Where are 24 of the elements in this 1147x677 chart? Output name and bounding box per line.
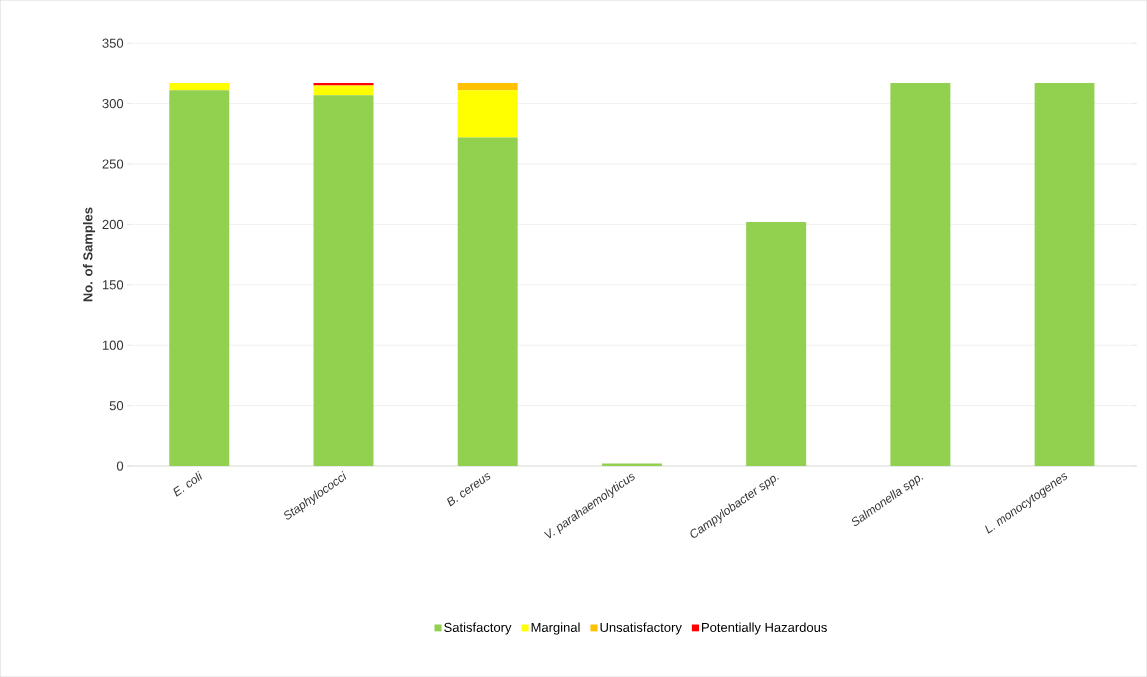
y-tick-label: 350 (102, 38, 124, 48)
y-axis-title: No. of Samples (82, 207, 96, 302)
bar (313, 95, 374, 466)
legend-label: Marginal (531, 622, 580, 635)
y-tick-label: 200 (102, 219, 124, 229)
legend-label: Unsatisfactory (600, 622, 682, 635)
y-tick-label: 100 (102, 340, 124, 350)
y-tick-label: 50 (109, 400, 124, 411)
bar (457, 82, 518, 91)
y-tick-label: 0 (116, 461, 124, 471)
legend-label: Potentially Hazardous (702, 622, 827, 635)
bar (457, 137, 518, 466)
bar (890, 82, 951, 466)
y-tick-label: 300 (102, 98, 124, 109)
bar (313, 85, 374, 96)
bar (169, 90, 230, 466)
bar (746, 221, 807, 466)
legend-label: Satisfactory (444, 622, 512, 635)
x-tick-label: E. coli (173, 470, 202, 497)
bar (169, 82, 230, 91)
bar (457, 90, 518, 138)
y-tick-label: 250 (102, 159, 124, 169)
bar (1034, 82, 1095, 466)
y-tick-label: 150 (102, 280, 124, 290)
